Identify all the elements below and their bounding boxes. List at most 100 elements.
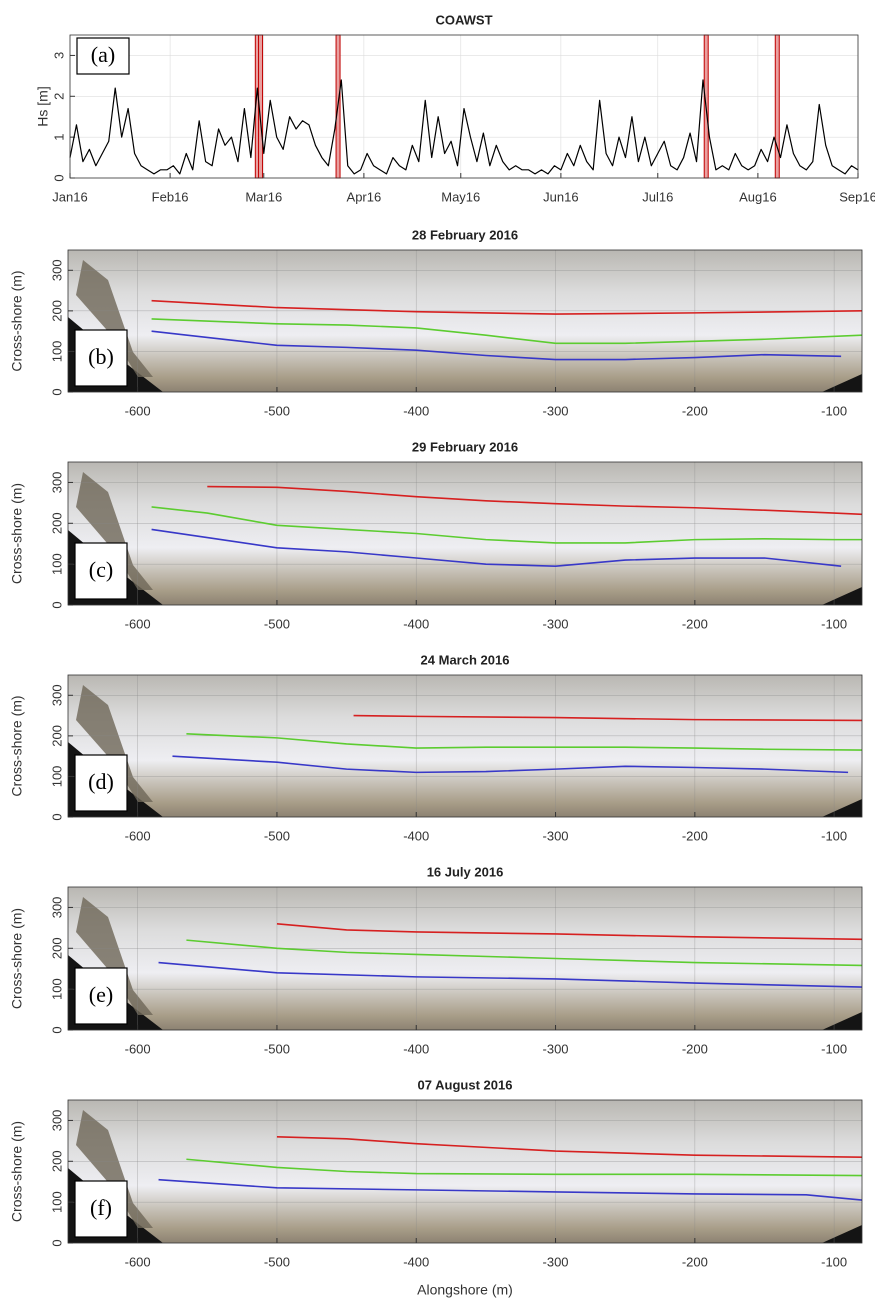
x-tick-label: Feb16 [152,189,189,204]
plot-frame [67,1099,863,1244]
x-axis-label: Alongshore (m) [417,1282,513,1298]
x-tick-label: -400 [403,1254,429,1269]
y-axis-label: Cross-shore (m) [9,908,25,1009]
data-line [276,922,863,941]
x-tick-label: -500 [264,1041,290,1056]
panel-title: 29 February 2016 [412,439,518,454]
data-line [69,79,859,175]
panel-title: 24 March 2016 [421,652,510,667]
x-tick-label: -600 [125,403,151,418]
data-line [172,755,849,774]
x-tick-label: Jul16 [642,189,673,204]
y-tick-label: 0 [49,388,64,395]
x-tick-label: -200 [682,616,708,631]
y-tick-label: 100 [49,553,64,575]
plot-frame [67,674,863,818]
x-tick-label: Jun16 [543,189,578,204]
x-tick-label: -500 [264,616,290,631]
panel-label-box [74,1180,128,1238]
x-tick-label: Aug16 [739,189,777,204]
photo-background [68,462,862,605]
photo-cliff [76,472,153,590]
plot-frame [67,886,863,1031]
x-tick-label: -100 [821,828,847,843]
y-tick-label: 0 [51,174,66,181]
y-tick-label: 0 [49,1239,64,1246]
photo-background [68,675,862,817]
y-axis-label: Cross-shore (m) [9,483,25,584]
y-tick-label: 100 [49,978,64,1000]
x-tick-label: -400 [403,828,429,843]
y-axis-label: Cross-shore (m) [9,1121,25,1222]
data-line [186,1158,863,1177]
data-line [151,506,862,544]
y-axis-label: Cross-shore (m) [9,695,25,796]
y-tick-label: 300 [49,259,64,281]
data-line [207,485,863,516]
y-tick-label: 300 [49,472,64,494]
x-tick-label: -600 [125,1254,151,1269]
y-tick-label: 200 [49,512,64,534]
panel-label-box [74,329,128,387]
x-tick-label: -400 [403,403,429,418]
y-axis-label: Cross-shore (m) [9,270,25,371]
y-tick-label: 300 [49,1110,64,1132]
event-marker [774,34,780,179]
x-tick-label: -500 [264,828,290,843]
data-line [158,961,863,988]
x-tick-label: -300 [543,403,569,418]
y-tick-label: 200 [49,300,64,322]
photo-dark-area [822,587,862,605]
x-tick-label: -200 [682,828,708,843]
x-tick-label: -600 [125,1041,151,1056]
data-line [151,528,842,567]
y-tick-label: 1 [51,134,66,141]
photo-cliff [76,897,153,1015]
data-line [353,714,863,722]
plot-frame [67,249,863,393]
panel-title: 07 August 2016 [418,1077,513,1092]
x-tick-label: -200 [682,403,708,418]
x-tick-label: -100 [821,403,847,418]
panel-label: (e) [89,982,113,1007]
y-tick-label: 0 [49,813,64,820]
y-tick-label: 3 [51,52,66,59]
plot-frame [67,461,863,606]
photo-cliff [76,685,153,802]
x-tick-label: May16 [441,189,480,204]
x-tick-label: -500 [264,403,290,418]
y-tick-label: 0 [49,601,64,608]
x-tick-label: -300 [543,1254,569,1269]
y-tick-label: 200 [49,1150,64,1172]
panel-label: (d) [88,769,114,794]
data-line [151,299,863,315]
x-tick-label: -400 [403,616,429,631]
panel-title: 28 February 2016 [412,227,518,242]
x-tick-label: -100 [821,1254,847,1269]
panel-label: (f) [90,1195,112,1220]
photo-dark-area [822,1225,862,1243]
photo-background [68,887,862,1030]
y-tick-label: 300 [49,897,64,919]
data-line [276,1135,863,1158]
y-tick-label: 200 [49,725,64,747]
y-tick-label: 200 [49,937,64,959]
panel-title: COAWST [435,12,492,27]
y-tick-label: 0 [49,1026,64,1033]
photo-cliff [76,1110,153,1228]
x-tick-label: -200 [682,1254,708,1269]
panel-label-box [74,542,128,600]
x-tick-label: -600 [125,616,151,631]
photo-dark-area [822,1012,862,1030]
x-tick-label: -200 [682,1041,708,1056]
x-tick-label: Sep16 [839,189,875,204]
photo-dark-area [822,374,862,392]
x-tick-label: Mar16 [245,189,282,204]
panel-label-box [74,754,128,812]
y-tick-label: 100 [49,766,64,788]
photo-cliff [76,260,153,377]
x-tick-label: Jan16 [52,189,87,204]
y-axis-label: Hs [m] [35,86,51,126]
x-tick-label: -300 [543,616,569,631]
